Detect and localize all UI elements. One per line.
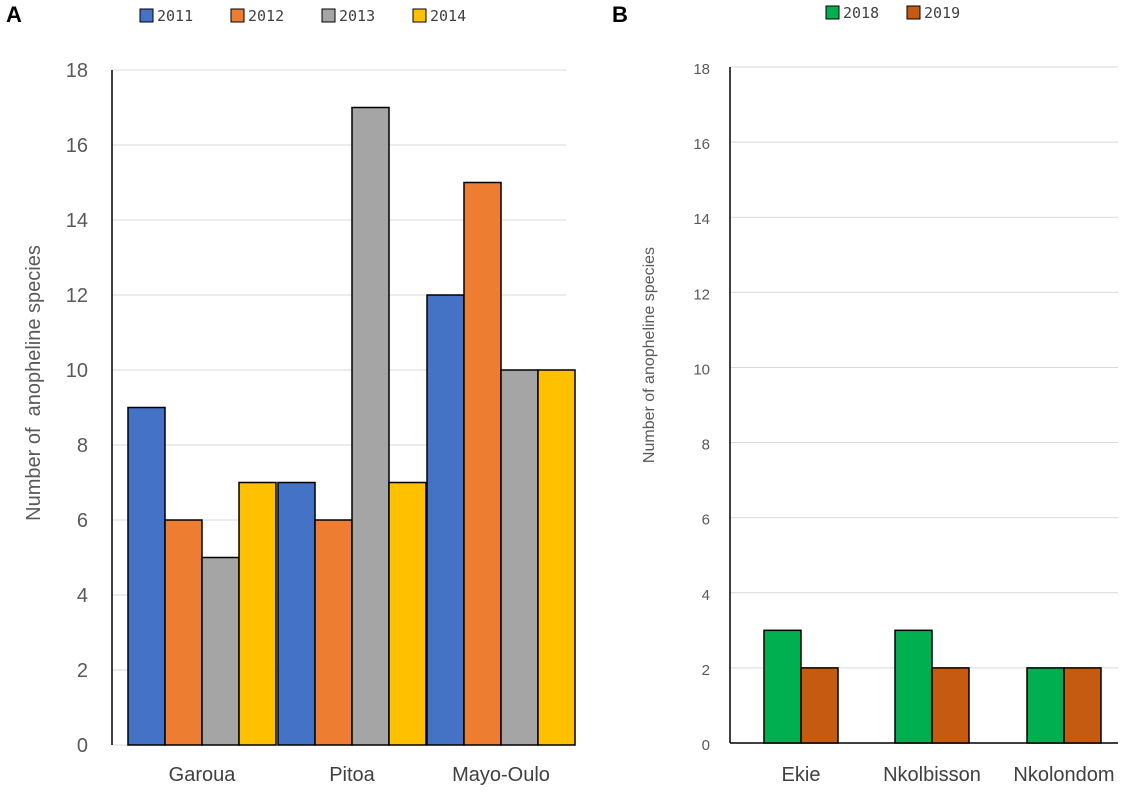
bar-2012-pitoa	[314, 519, 353, 746]
y-tick-label: 18	[66, 60, 88, 82]
category-label: Pitoa	[329, 764, 375, 786]
legend-swatch-2014	[412, 8, 427, 23]
bar-2011-mayo-oulo	[426, 294, 465, 746]
y-tick-label: 12	[693, 286, 710, 303]
panel-b: B 0 2 4 6 8 10 12 14 16 18 Number of anopheline spe…	[612, 2, 1118, 786]
legend-label-2012: 2012	[248, 7, 284, 25]
y-tick-label: 4	[702, 587, 710, 604]
bar-2018-nkolondom	[1026, 667, 1065, 744]
y-tick-label: 2	[702, 662, 710, 679]
panel-a: A 0 2 4 6 8 10 12 14 16 18 Number of anopheline spe…	[6, 2, 576, 786]
legend-swatch-2013	[321, 8, 336, 23]
legend-swatch-2018	[825, 5, 840, 20]
y-tick-label: 18	[693, 61, 710, 78]
y-tick-label: 2	[77, 660, 88, 682]
bar-2014-mayo-oulo	[537, 369, 576, 746]
category-label: Nkolondom	[1013, 764, 1114, 786]
legend-swatch-2019	[906, 5, 921, 20]
y-tick-label: 8	[77, 435, 88, 457]
bar-2019-ekie	[800, 667, 839, 744]
legend-label-2019: 2019	[924, 4, 960, 22]
panel-letter-a: A	[6, 2, 22, 27]
category-label: Nkolbisson	[883, 764, 981, 786]
legend-label-2018: 2018	[843, 4, 879, 22]
legend-label-2013: 2013	[339, 7, 375, 25]
y-tick-label: 6	[77, 510, 88, 532]
bar-2013-pitoa	[351, 106, 390, 746]
y-tick-label: 16	[693, 136, 710, 153]
category-label: Garoua	[169, 764, 237, 786]
y-tick-label: 14	[66, 210, 88, 232]
category-label: Ekie	[782, 764, 821, 786]
bar-2019-nkolondom	[1063, 667, 1102, 744]
y-tick-label: 16	[66, 135, 88, 157]
panel-letter-b: B	[612, 2, 628, 27]
legend-swatch-2011	[139, 8, 154, 23]
y-tick-label: 0	[702, 737, 710, 754]
y-tick-label: 0	[77, 735, 88, 757]
y-tick-label: 8	[702, 437, 710, 454]
bar-2013-garoua	[201, 556, 240, 746]
legend-label-2014: 2014	[430, 7, 466, 25]
legend-swatch-2012	[230, 8, 245, 23]
bar-2011-garoua	[127, 406, 166, 746]
bar-2012-mayo-oulo	[463, 181, 502, 746]
y-tick-label: 14	[693, 211, 710, 228]
bar-2018-ekie	[763, 629, 802, 744]
y-tick-label: 6	[702, 512, 710, 529]
y-tick-label: 10	[693, 361, 710, 378]
legend: 2011 2012 2013 2014	[139, 7, 466, 25]
y-axis-label: Number of anopheline species	[23, 245, 45, 521]
y-tick-label: 12	[66, 285, 88, 307]
y-axis-label: Number of anopheline species	[641, 247, 658, 463]
y-tick-label: 4	[77, 585, 88, 607]
y-tick-label: 10	[66, 360, 88, 382]
legend: 2018 2019	[825, 4, 960, 22]
bar-2014-garoua	[238, 481, 277, 746]
bar-2011-pitoa	[277, 481, 316, 746]
bar-2014-pitoa	[388, 481, 427, 746]
legend-label-2011: 2011	[157, 7, 193, 25]
bar-2012-garoua	[164, 519, 203, 746]
bar-2019-nkolbisson	[931, 667, 970, 744]
category-label: Mayo-Oulo	[452, 764, 550, 786]
bar-2013-mayo-oulo	[500, 369, 539, 746]
bar-2018-nkolbisson	[894, 629, 933, 744]
